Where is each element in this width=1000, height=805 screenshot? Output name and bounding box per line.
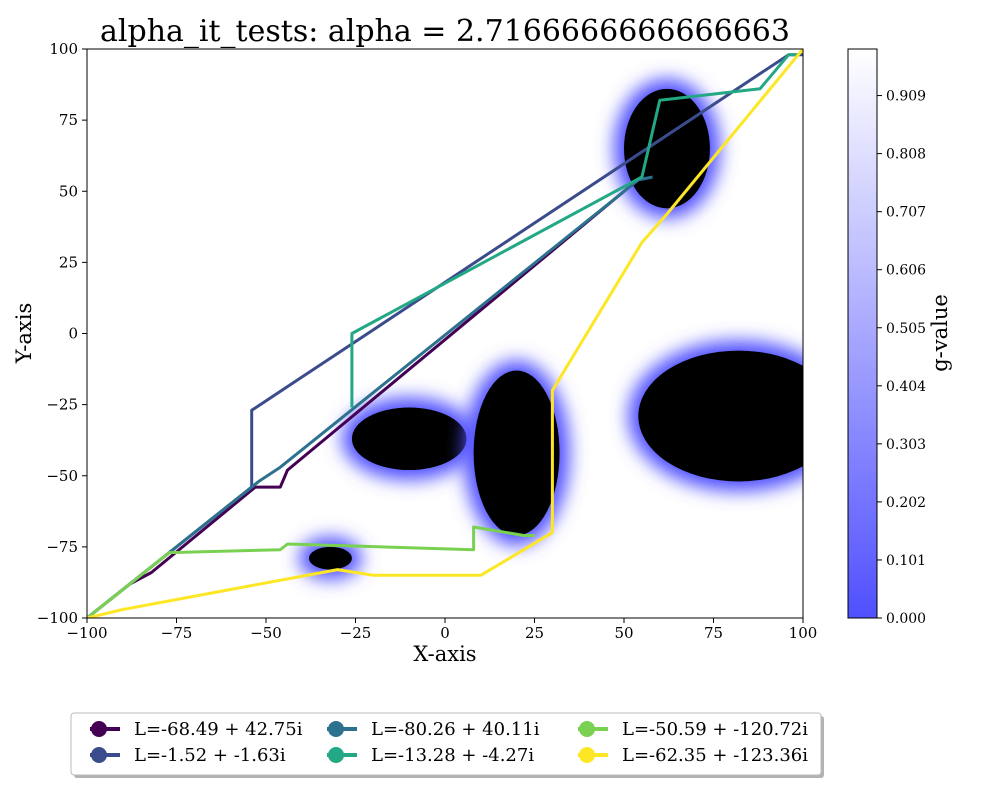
x-tick-label: 25	[525, 624, 544, 642]
obstacle-4	[298, 536, 362, 580]
legend-marker	[579, 721, 595, 737]
legend: L=-68.49 + 42.75i L=-1.52 + -1.63i L=-80.2…	[70, 712, 824, 778]
series-line-3	[350, 53, 800, 408]
x-tick-label: −25	[340, 624, 372, 642]
obstacle-body	[351, 407, 467, 471]
legend-entry-4: L=-50.59 + -120.72i	[578, 719, 808, 740]
obstacle-body	[638, 350, 803, 482]
y-tick-label: −25	[46, 396, 78, 414]
series-line-4	[87, 525, 535, 618]
obstacle-1	[463, 360, 570, 546]
obstacle-3	[628, 340, 803, 492]
obstacle-body	[308, 546, 352, 570]
legend-label: L=-68.49 + 42.75i	[134, 719, 303, 740]
x-tick-label: −50	[250, 624, 282, 642]
y-tick-label: −100	[37, 609, 78, 627]
legend-marker	[328, 721, 344, 737]
legend-label: L=-1.52 + -1.63i	[134, 745, 286, 766]
y-tick-label: 0	[68, 325, 78, 343]
colorbar-tick-label: 0.000	[886, 611, 926, 627]
y-tick-label: −75	[46, 538, 78, 556]
legend-label: L=-50.59 + -120.72i	[622, 719, 808, 740]
legend-label: L=-80.26 + 40.11i	[371, 719, 540, 740]
y-tick-label: 25	[59, 253, 78, 271]
colorbar-tick-label: 0.202	[886, 495, 926, 511]
obstacle-body	[473, 370, 560, 536]
legend-entry-1: L=-1.52 + -1.63i	[90, 745, 286, 766]
plot-area: −100 −75 −50 −25 0 25 50 75 100 −100 −75 −50 −25 0 25…	[37, 40, 818, 642]
colorbar-tick-label: 0.909	[886, 89, 926, 105]
x-tick-label: −100	[66, 624, 107, 642]
x-tick-label: 0	[440, 624, 450, 642]
y-tick-label: −50	[46, 467, 78, 485]
legend-marker	[328, 747, 344, 763]
legend-items: L=-68.49 + 42.75i L=-1.52 + -1.63i L=-80.2…	[90, 719, 808, 766]
x-axis-label: X-axis	[413, 642, 476, 666]
y-tick-label: 75	[59, 111, 78, 129]
chart-title: alpha_it_tests: alpha = 2.71666666666666…	[100, 14, 790, 49]
colorbar-ticks: 0.000 0.101 0.202 0.303 0.404 0.505 0.606 0.707…	[877, 89, 926, 627]
x-tick-label: 75	[704, 624, 723, 642]
x-tick-label: −75	[161, 624, 193, 642]
series-line-2	[100, 175, 653, 608]
colorbar-gradient	[847, 48, 878, 619]
colorbar: 0.000 0.101 0.202 0.303 0.404 0.505 0.606 0.707…	[847, 48, 952, 627]
colorbar-tick-label: 0.505	[886, 321, 926, 337]
legend-marker	[579, 747, 595, 763]
colorbar-tick-label: 0.707	[886, 205, 926, 221]
obstacle-body	[624, 88, 710, 209]
legend-label: L=-62.35 + -123.36i	[622, 745, 808, 766]
y-tick-label: 50	[59, 182, 78, 200]
legend-label: L=-13.28 + -4.27i	[371, 745, 534, 766]
legend-marker	[91, 721, 107, 737]
colorbar-tick-label: 0.606	[886, 263, 926, 279]
y-axis-label: Y-axis	[12, 303, 36, 365]
legend-entry-0: L=-68.49 + 42.75i	[90, 719, 303, 740]
colorbar-tick-label: 0.404	[886, 379, 926, 395]
colorbar-tick-label: 0.303	[886, 437, 926, 453]
legend-entry-5: L=-62.35 + -123.36i	[578, 745, 808, 766]
x-axis-ticks: −100 −75 −50 −25 0 25 50 75 100	[66, 618, 817, 642]
y-axis-ticks: −100 −75 −50 −25 0 25 50 75 100	[37, 40, 87, 627]
colorbar-tick-label: 0.808	[886, 147, 926, 163]
legend-entry-3: L=-13.28 + -4.27i	[327, 745, 534, 766]
x-tick-label: 50	[614, 624, 633, 642]
x-tick-label: 100	[789, 624, 818, 642]
legend-entry-2: L=-80.26 + 40.11i	[327, 719, 540, 740]
series-layer	[87, 49, 803, 618]
y-tick-label: 100	[49, 40, 78, 58]
obstacle-0	[341, 397, 477, 481]
legend-box	[70, 712, 822, 776]
colorbar-tick-label: 0.101	[886, 553, 926, 569]
legend-marker	[91, 747, 107, 763]
series-line-5	[87, 49, 803, 618]
colorbar-label: g-value	[928, 294, 952, 372]
